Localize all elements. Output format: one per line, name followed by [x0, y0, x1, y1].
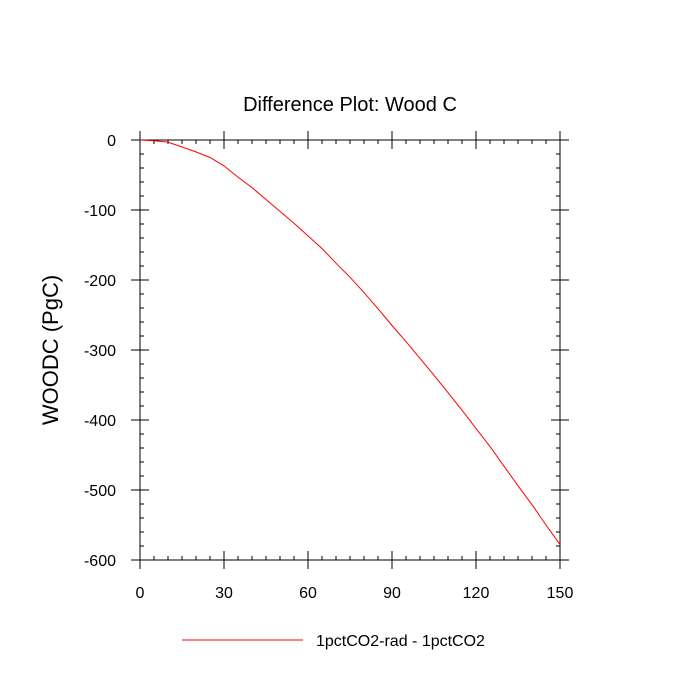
- y-tick-label: 0: [107, 133, 116, 150]
- series-line-0: [139, 139, 561, 545]
- legend: 1pctCO2-rad - 1pctCO2: [182, 633, 485, 650]
- x-tick-label: 60: [299, 585, 317, 602]
- y-tick-label: -500: [84, 483, 116, 500]
- series-layer: [139, 139, 561, 545]
- axis-ticks: [131, 131, 569, 569]
- y-tick-label: -300: [84, 343, 116, 360]
- x-tick-label: 120: [463, 585, 490, 602]
- axis-tick-labels: 0 30 60 90 120 150 0 -100 -200 -300 -400 -500 -600: [84, 133, 573, 602]
- plot-frame: [139, 139, 561, 561]
- y-tick-label: -600: [84, 553, 116, 570]
- y-tick-label: -400: [84, 413, 116, 430]
- y-axis-label: WOODC (PgC): [38, 275, 63, 425]
- chart-title: Difference Plot: Wood C: [243, 94, 457, 116]
- x-tick-label: 90: [383, 585, 401, 602]
- x-tick-label: 30: [215, 585, 233, 602]
- x-tick-label: 150: [547, 585, 574, 602]
- legend-label: 1pctCO2-rad - 1pctCO2: [316, 633, 485, 650]
- y-tick-label: -100: [84, 203, 116, 220]
- x-tick-label: 0: [136, 585, 145, 602]
- y-tick-label: -200: [84, 273, 116, 290]
